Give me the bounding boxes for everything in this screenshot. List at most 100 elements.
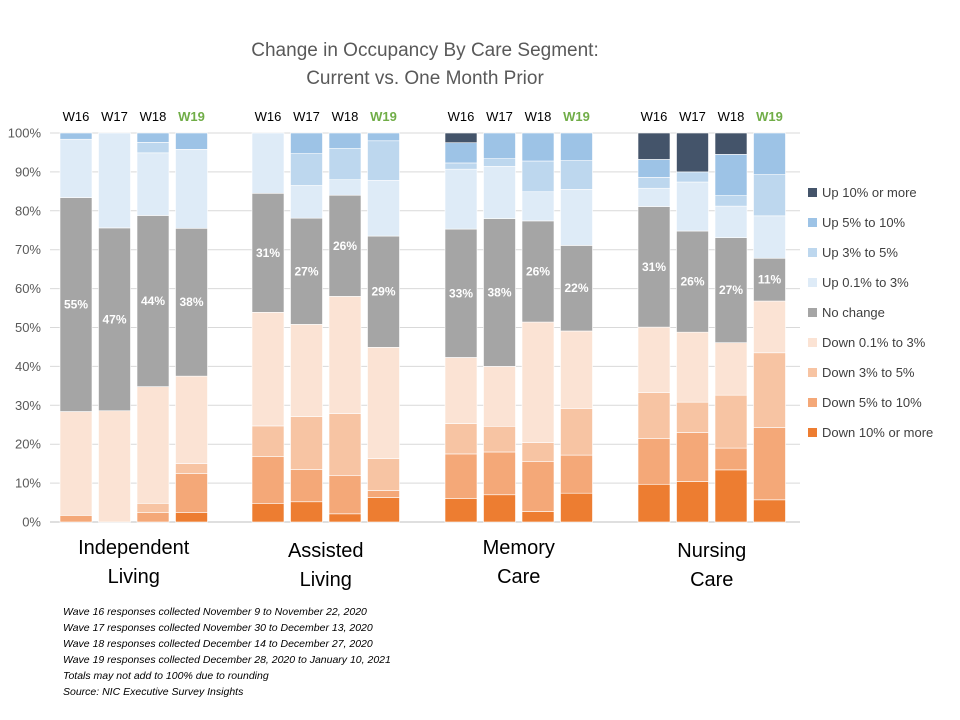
bar-segment (753, 257, 786, 302)
bar-segment (290, 153, 323, 186)
bar-segment (251, 503, 285, 523)
bar-segment (637, 177, 671, 189)
legend-swatch (808, 398, 817, 407)
bar-segment (676, 432, 709, 482)
legend-swatch (808, 308, 817, 317)
y-tick-label: 10% (15, 476, 41, 491)
data-label: 31% (256, 246, 280, 260)
data-label: 29% (371, 285, 395, 299)
y-tick-label: 0% (22, 515, 41, 530)
data-label: 38% (487, 285, 511, 299)
bar-segment (444, 162, 478, 170)
bar-segment (444, 132, 478, 144)
bar-segment (59, 515, 93, 523)
footnote: Source: NIC Executive Survey Insights (63, 686, 244, 698)
legend-swatch (808, 428, 817, 437)
bar-segment (59, 411, 93, 516)
y-axis: 0% 10% 20% 30% 40% 50% 60% 70% 80% 90% 100% (8, 126, 42, 530)
bar-segment (59, 197, 93, 412)
bar-segment (637, 438, 671, 485)
bar-segment (251, 456, 285, 504)
bar-segment (714, 195, 748, 207)
category-label: Care (690, 569, 733, 591)
legend-label: Up 5% to 10% (822, 215, 906, 230)
bar-segment (175, 149, 208, 229)
category-label: Independent (78, 537, 190, 559)
week-labels: W16 W17 W18 W19 W16 W17 W18 W19 W16 W17 W18 W19 W16 W… (63, 109, 783, 124)
bar-segment (328, 194, 362, 297)
legend-label: Up 0.1% to 3% (822, 275, 909, 290)
bar-segment (676, 481, 709, 523)
y-tick-label: 50% (15, 320, 41, 335)
bar-segment (521, 442, 555, 463)
bar-segment (251, 312, 285, 427)
y-tick-label: 70% (15, 242, 41, 257)
bar-segment (714, 132, 748, 155)
bar-segment (483, 366, 516, 427)
legend-label: Down 10% or more (822, 425, 933, 440)
bar-segment (637, 483, 671, 523)
bar-segment (367, 140, 400, 181)
bar-segment (328, 296, 362, 414)
week-label: W16 (641, 109, 668, 124)
data-label: 11% (758, 273, 782, 287)
bar-segment (676, 171, 709, 183)
footnote: Wave 16 responses collected November 9 t… (63, 606, 367, 618)
data-label: 26% (526, 264, 550, 278)
data-label: 44% (141, 294, 165, 308)
bar-segment (367, 180, 400, 237)
bar-segment (714, 447, 748, 471)
bar-segment (290, 416, 323, 470)
week-label: W17 (101, 109, 128, 124)
bar-segment (328, 413, 362, 477)
legend-label: Up 10% or more (822, 185, 917, 200)
bar-segment (444, 423, 478, 455)
footnote: Totals may not add to 100% due to roundi… (63, 670, 269, 682)
bar-segment (290, 324, 323, 417)
bar-segment (560, 492, 593, 523)
bar-segment (175, 132, 208, 150)
bar-segment (637, 187, 671, 207)
bar-segment (290, 217, 323, 325)
bar-segment (483, 494, 516, 523)
bar-segment (753, 300, 786, 354)
bar-segment (136, 512, 170, 523)
week-label: W17 (679, 109, 706, 124)
category-label: Memory (483, 537, 555, 559)
legend-label: Down 5% to 10% (822, 395, 922, 410)
bar-segment (714, 342, 748, 396)
bar-segment (136, 152, 170, 216)
bar-segment (444, 498, 478, 523)
bar-segment (714, 154, 748, 196)
bar-segment (251, 192, 285, 313)
bar-segment (521, 132, 555, 162)
bar-segment (328, 513, 362, 523)
bar-segment (136, 386, 170, 504)
week-label: W17 (486, 109, 513, 124)
bar-segment (560, 245, 593, 332)
bar-segment (637, 392, 671, 439)
data-label: 26% (333, 239, 357, 253)
bar-segment (560, 160, 593, 190)
y-tick-label: 20% (15, 437, 41, 452)
bar-segment (676, 181, 709, 232)
category-label: Living (108, 566, 160, 588)
y-tick-label: 60% (15, 281, 41, 296)
week-label: W19 (178, 109, 205, 124)
category-labels: Independent Living Assisted Living Memory Car… (78, 537, 746, 591)
bar-segment (175, 512, 208, 523)
week-label: W16 (255, 109, 282, 124)
bar-segment (367, 458, 400, 491)
bar-segment (521, 321, 555, 443)
data-label: 27% (294, 264, 318, 278)
bar-segment (521, 160, 555, 193)
week-label: W18 (140, 109, 167, 124)
bar-segment (59, 138, 93, 198)
bar-segment (753, 352, 786, 428)
bar-segment (367, 497, 400, 523)
bar-segment (290, 185, 323, 219)
category-label: Care (497, 566, 540, 588)
bar-segment (753, 215, 786, 259)
bar-segment (290, 132, 323, 154)
y-tick-label: 90% (15, 164, 41, 179)
